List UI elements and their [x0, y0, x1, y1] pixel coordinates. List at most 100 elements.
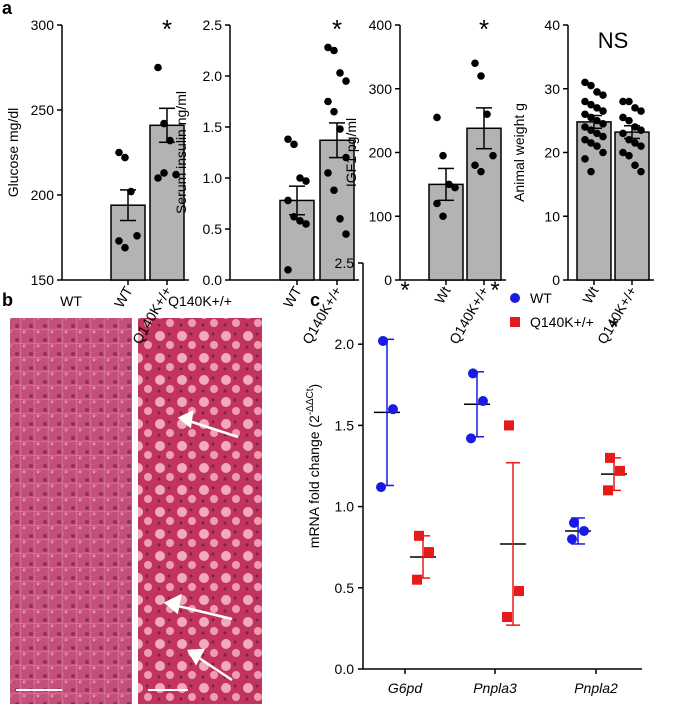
data-point	[133, 232, 141, 240]
data-point	[514, 586, 524, 597]
y-tick-label: 150	[31, 272, 55, 288]
data-point	[603, 485, 613, 496]
y-tick-label: 40	[544, 17, 560, 33]
data-point	[154, 63, 162, 72]
histology-image	[138, 318, 262, 704]
arrows	[163, 409, 239, 682]
annotation: *	[162, 14, 172, 44]
data-point	[412, 574, 422, 585]
data-point	[599, 120, 607, 128]
y-tick-label: 0.5	[203, 221, 223, 237]
data-point	[284, 135, 292, 144]
y-axis-label: IGF1 pg/ml	[343, 118, 359, 187]
data-point	[581, 78, 589, 87]
y-tick-label: 20	[544, 145, 560, 161]
data-point	[599, 148, 607, 157]
legend-marker	[510, 317, 520, 327]
data-point	[433, 113, 441, 122]
data-point	[599, 107, 607, 115]
y-tick-label: 200	[369, 145, 393, 161]
y-tick-label: 2.0	[335, 336, 355, 352]
data-point	[477, 167, 485, 176]
y-tick-label: 1.5	[335, 417, 355, 433]
y-tick-label: 250	[31, 102, 55, 118]
y-tick-label: 1.5	[203, 119, 223, 135]
annotation: *	[609, 314, 618, 341]
y-tick-label: 200	[31, 187, 55, 203]
data-point	[342, 77, 350, 85]
panel-label: c	[310, 290, 320, 310]
panel-label: a	[2, 0, 13, 18]
data-point	[631, 161, 639, 170]
data-point	[625, 151, 633, 160]
x-tick-label: Pnpla3	[473, 680, 517, 696]
data-point	[336, 215, 344, 223]
data-point	[605, 452, 615, 463]
x-tick-label: Wt	[431, 283, 453, 306]
data-point	[637, 107, 645, 115]
y-tick-label: 300	[31, 17, 55, 33]
y-tick-label: 100	[369, 208, 393, 224]
data-point	[625, 97, 633, 106]
data-point	[581, 123, 589, 131]
data-point	[587, 167, 595, 176]
data-point	[502, 612, 512, 623]
annotation: *	[400, 277, 409, 304]
data-point	[284, 196, 292, 205]
data-point	[637, 167, 645, 176]
bar	[319, 139, 355, 281]
data-point	[637, 142, 645, 150]
annotation: *	[490, 277, 499, 304]
y-axis-label: mRNA fold change (2-ΔΔCt)	[305, 384, 322, 548]
y-axis-label: Serum insulin ng/ml	[173, 91, 189, 214]
x-tick-label: Pnpla2	[574, 680, 618, 696]
data-point	[615, 465, 625, 476]
data-point	[166, 136, 174, 145]
data-point	[567, 534, 577, 545]
data-point	[424, 547, 434, 558]
data-point	[483, 110, 491, 119]
data-point	[587, 113, 595, 122]
data-point	[593, 88, 601, 96]
data-point	[284, 266, 292, 274]
bar	[466, 127, 502, 281]
y-tick-label: 30	[544, 81, 560, 97]
annotation: *	[479, 14, 489, 44]
legend-marker	[510, 293, 520, 303]
data-point	[631, 123, 639, 131]
data-point	[330, 107, 338, 116]
data-point	[631, 104, 639, 112]
bar	[149, 124, 185, 281]
data-point	[587, 126, 595, 134]
data-point	[290, 212, 298, 221]
data-point	[581, 135, 589, 144]
data-point	[625, 116, 633, 125]
data-point	[581, 110, 589, 119]
data-point	[593, 116, 601, 125]
data-point	[599, 91, 607, 99]
data-point	[121, 243, 129, 252]
data-point	[619, 148, 627, 157]
data-point	[451, 183, 459, 192]
data-point	[302, 220, 310, 228]
data-point	[619, 113, 627, 122]
annotation: NS	[598, 28, 629, 53]
data-point	[504, 420, 514, 431]
data-point	[468, 368, 478, 379]
data-point	[581, 97, 589, 106]
data-point	[593, 129, 601, 138]
panel-label: b	[2, 290, 13, 310]
y-tick-label: 1.0	[203, 170, 223, 186]
data-point	[121, 153, 129, 162]
y-tick-label: 1.0	[335, 499, 355, 515]
data-point	[599, 132, 607, 141]
data-point	[471, 59, 479, 68]
data-point	[587, 81, 595, 90]
data-point	[336, 69, 344, 77]
data-point	[324, 169, 332, 177]
data-point	[593, 142, 601, 150]
y-axis-label: Animal weight g	[511, 103, 527, 202]
data-point	[160, 169, 168, 177]
data-point	[172, 170, 180, 179]
